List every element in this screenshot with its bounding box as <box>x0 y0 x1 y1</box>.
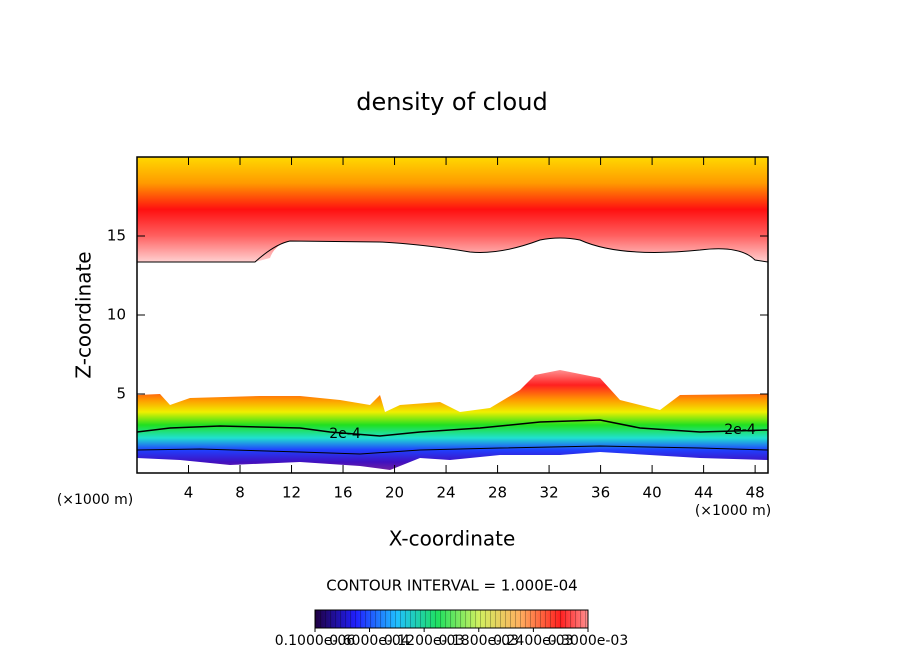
upper-contour <box>137 237 769 263</box>
contour-label: 2e-4 <box>724 422 756 438</box>
contour-interval: CONTOUR INTERVAL = 1.000E-04 <box>326 577 577 595</box>
x-unit-label: (×1000 m) <box>57 492 133 508</box>
y-axis-label: Z-coordinate <box>72 251 96 378</box>
y-tick-label: 10 <box>107 306 126 324</box>
colorbar-tick-label: 0.1800e-03 <box>439 633 519 649</box>
chart-title: density of cloud <box>356 88 547 116</box>
colorbar-tick-label: 0.2400e-03 <box>493 633 573 649</box>
x-tick-label: 32 <box>540 484 559 502</box>
x-tick-label: 8 <box>235 484 245 502</box>
contour-label: 2e-4 <box>329 426 361 442</box>
x-tick-label: 40 <box>643 484 662 502</box>
x-tick-label: 24 <box>437 484 456 502</box>
lower-contour <box>136 419 769 437</box>
x-tick-label: 16 <box>333 484 352 502</box>
y-tick-label: 5 <box>116 385 126 403</box>
colorbar-tick-label: 0.1200e-03 <box>384 633 464 649</box>
x-tick-label: 4 <box>184 484 194 502</box>
x-tick-label: 28 <box>488 484 507 502</box>
colorbar-tick-label: 0.3000e-03 <box>548 633 628 649</box>
x-axis-label: X-coordinate <box>389 527 516 551</box>
x-tick-label: 48 <box>746 484 765 502</box>
colorbar-tick-label: 0.6000e-04 <box>329 633 410 649</box>
x-tick-label: 36 <box>591 484 610 502</box>
lower-contour-2 <box>136 445 769 455</box>
colorbar-tick-label: 0.1000e-06 <box>275 633 356 649</box>
upper-cloud <box>137 157 768 262</box>
y-tick-label: 15 <box>107 227 126 245</box>
x-tick-label: 12 <box>282 484 301 502</box>
field <box>136 157 769 470</box>
x-unit-label: (×1000 m) <box>695 503 771 519</box>
x-tick-label: 44 <box>694 484 713 502</box>
colorbar-frame <box>314 609 589 629</box>
x-tick-label: 20 <box>385 484 404 502</box>
lower-cloud <box>137 370 768 470</box>
